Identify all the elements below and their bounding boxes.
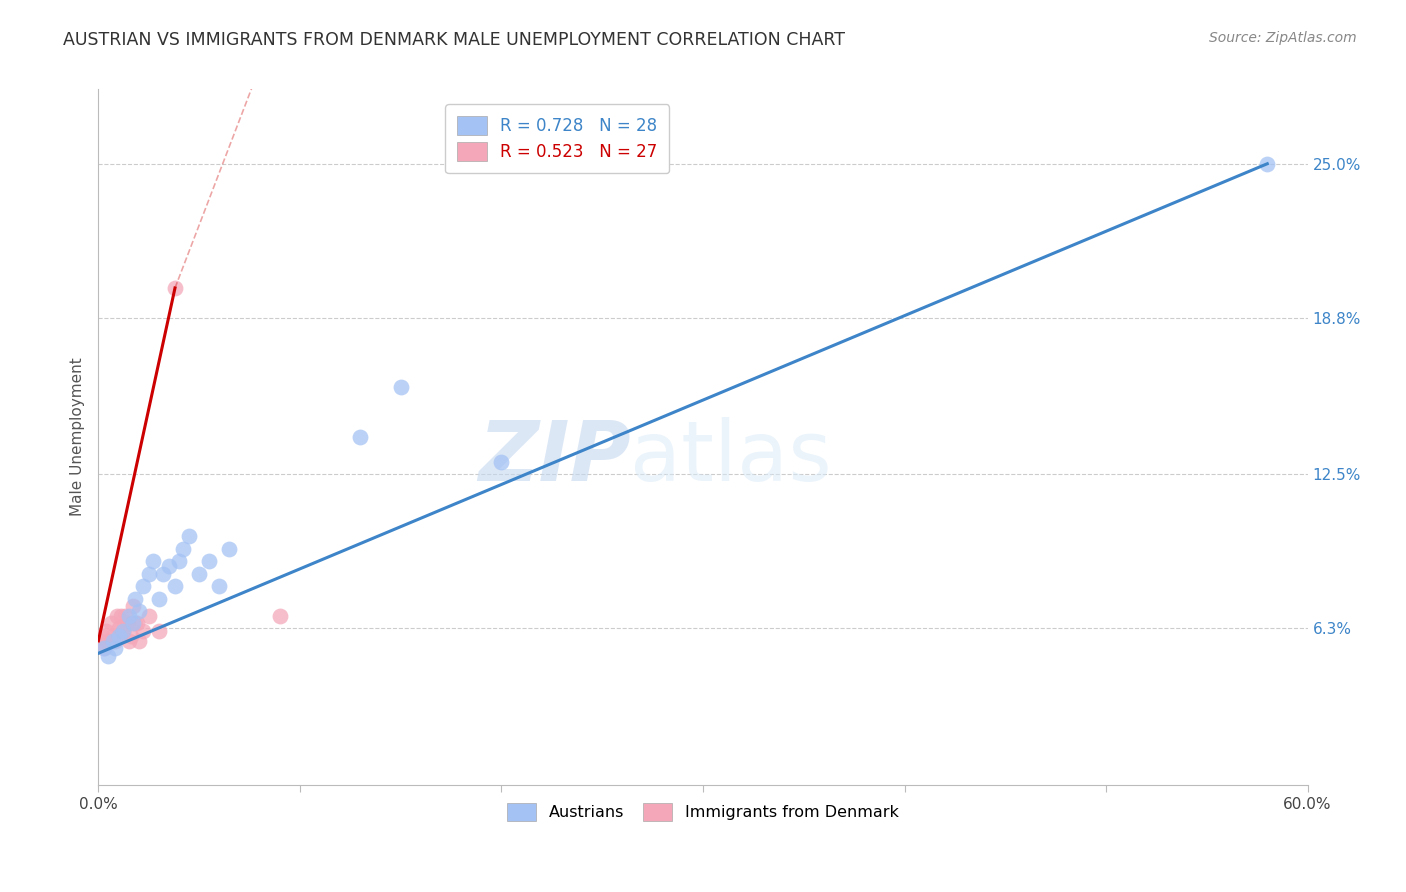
- Point: [138, 609, 160, 624]
- Point: [103, 633, 125, 648]
- Point: [111, 624, 134, 638]
- Point: [188, 566, 211, 581]
- Point: [389, 380, 412, 394]
- Point: [125, 616, 148, 631]
- Point: [491, 455, 513, 469]
- Point: [128, 633, 150, 648]
- Point: [105, 609, 128, 624]
- Point: [167, 554, 190, 568]
- Point: [142, 554, 165, 568]
- Legend: Austrians, Immigrants from Denmark: Austrians, Immigrants from Denmark: [499, 795, 907, 830]
- Point: [172, 541, 194, 556]
- Point: [89, 633, 111, 648]
- Point: [163, 281, 186, 295]
- Point: [115, 616, 138, 631]
- Point: [118, 609, 141, 624]
- Point: [132, 579, 155, 593]
- Point: [93, 641, 115, 656]
- Point: [114, 609, 136, 624]
- Point: [128, 604, 150, 618]
- Y-axis label: Male Unemployment: Male Unemployment: [69, 358, 84, 516]
- Point: [218, 541, 240, 556]
- Point: [179, 529, 201, 543]
- Point: [107, 629, 129, 643]
- Point: [103, 641, 125, 656]
- Point: [110, 609, 132, 624]
- Point: [121, 599, 143, 613]
- Point: [1256, 157, 1278, 171]
- Point: [138, 566, 160, 581]
- Point: [198, 554, 221, 568]
- Point: [97, 633, 120, 648]
- Point: [91, 629, 114, 643]
- Point: [107, 621, 129, 635]
- Point: [269, 609, 291, 624]
- Text: atlas: atlas: [630, 417, 832, 499]
- Point: [118, 633, 141, 648]
- Point: [208, 579, 231, 593]
- Point: [96, 624, 118, 638]
- Point: [157, 559, 180, 574]
- Point: [132, 624, 155, 638]
- Text: AUSTRIAN VS IMMIGRANTS FROM DENMARK MALE UNEMPLOYMENT CORRELATION CHART: AUSTRIAN VS IMMIGRANTS FROM DENMARK MALE…: [63, 31, 845, 49]
- Point: [93, 641, 115, 656]
- Point: [101, 633, 124, 648]
- Point: [148, 591, 170, 606]
- Point: [349, 430, 371, 444]
- Point: [111, 624, 134, 638]
- Point: [120, 629, 142, 643]
- Point: [163, 579, 186, 593]
- Point: [124, 616, 146, 631]
- Text: Source: ZipAtlas.com: Source: ZipAtlas.com: [1209, 31, 1357, 45]
- Point: [152, 566, 174, 581]
- Point: [100, 616, 122, 631]
- Point: [121, 616, 143, 631]
- Point: [124, 591, 146, 606]
- Text: ZIP: ZIP: [478, 417, 630, 499]
- Point: [101, 629, 124, 643]
- Point: [97, 648, 120, 663]
- Point: [148, 624, 170, 638]
